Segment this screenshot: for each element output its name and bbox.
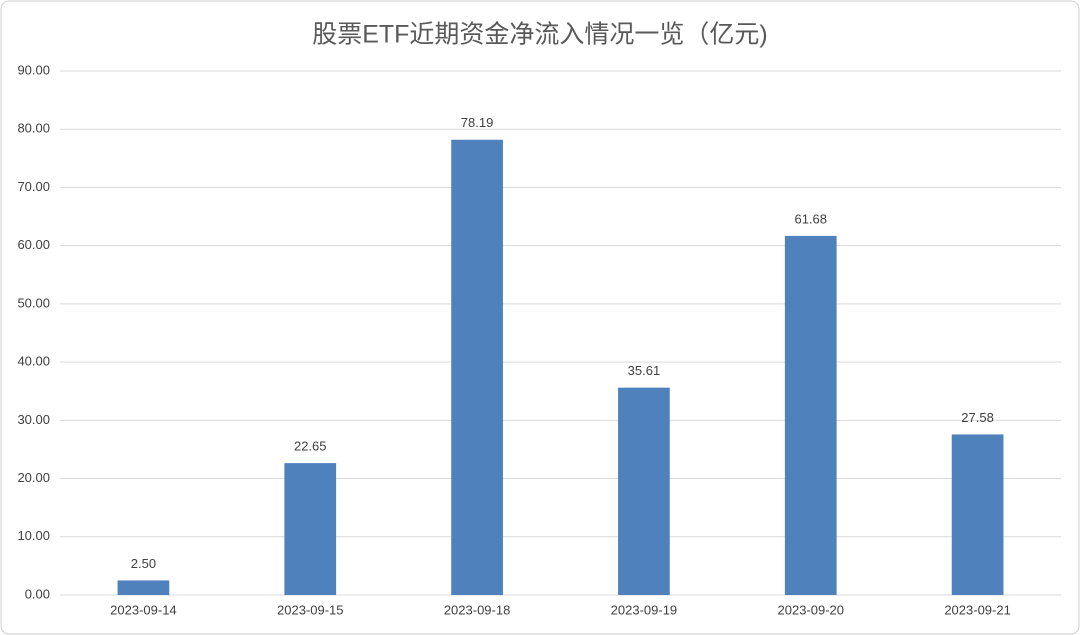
- bar: [284, 463, 337, 595]
- data-label: 22.65: [294, 439, 327, 454]
- x-tick-label: 2023-09-19: [611, 602, 678, 617]
- y-tick-label: 70.00: [17, 179, 50, 194]
- y-tick-label: 20.00: [17, 470, 50, 485]
- bar: [451, 139, 503, 595]
- data-label: 78.19: [461, 115, 494, 130]
- y-tick-label: 0.00: [25, 586, 50, 601]
- bar: [618, 387, 670, 595]
- data-label: 61.68: [794, 211, 827, 226]
- chart-title: 股票ETF近期资金净流入情况一览（亿元): [312, 21, 768, 49]
- y-tick-label: 40.00: [17, 354, 50, 369]
- bar: [784, 235, 837, 596]
- bar: [951, 434, 1004, 595]
- y-tick-label: 50.00: [17, 295, 50, 310]
- y-tick-label: 30.00: [17, 412, 50, 427]
- x-tick-label: 2023-09-18: [444, 602, 511, 617]
- y-tick-label: 90.00: [17, 62, 50, 77]
- x-tick-label: 2023-09-15: [277, 602, 344, 617]
- data-label: 2.50: [131, 556, 156, 571]
- data-label: 35.61: [628, 363, 661, 378]
- y-tick-label: 10.00: [17, 528, 50, 543]
- bar: [117, 580, 170, 595]
- x-tick-label: 2023-09-20: [778, 602, 845, 617]
- data-label: 27.58: [961, 410, 994, 425]
- y-tick-label: 60.00: [17, 237, 50, 252]
- x-tick-label: 2023-09-21: [944, 602, 1011, 617]
- x-tick-label: 2023-09-14: [110, 602, 177, 617]
- y-tick-label: 80.00: [17, 121, 50, 136]
